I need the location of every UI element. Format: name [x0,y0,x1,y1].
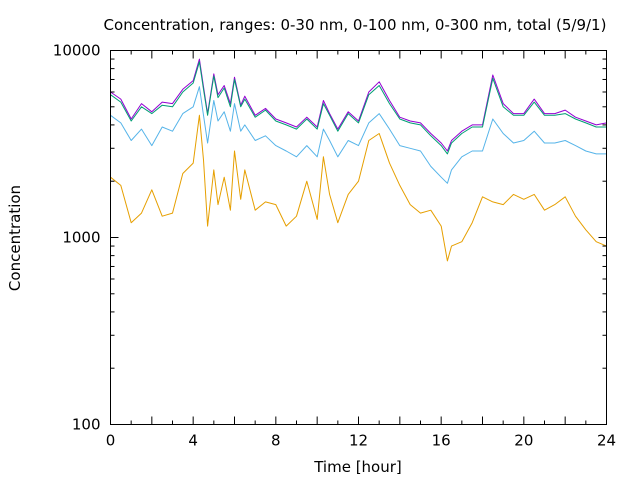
y-axis: 100 1000 10000 [53,42,607,434]
y-tick-label: 100 [72,416,101,434]
x-tick-label: 12 [349,432,368,450]
series-line-3 [110,86,607,184]
x-tick-label: 24 [597,432,616,450]
x-tick-label: 0 [106,432,116,450]
x-tick-label: 16 [432,432,451,450]
x-tick-label: 8 [271,432,281,450]
x-tick-label: 4 [188,432,198,450]
x-tick-label: 20 [514,432,533,450]
series-line-2 [110,61,607,155]
y-axis-label: Concentration [6,185,24,291]
plot-frame [110,50,607,425]
y-tick-label: 1000 [62,229,100,247]
x-axis-label: Time [hour] [313,458,402,476]
series-line-4 [110,114,607,262]
x-axis: 0 4 8 12 16 20 24 [106,50,616,450]
plot-series [110,58,607,262]
chart-title: Concentration, ranges: 0-30 nm, 0-100 nm… [104,16,607,34]
y-tick-label: 10000 [53,42,101,60]
